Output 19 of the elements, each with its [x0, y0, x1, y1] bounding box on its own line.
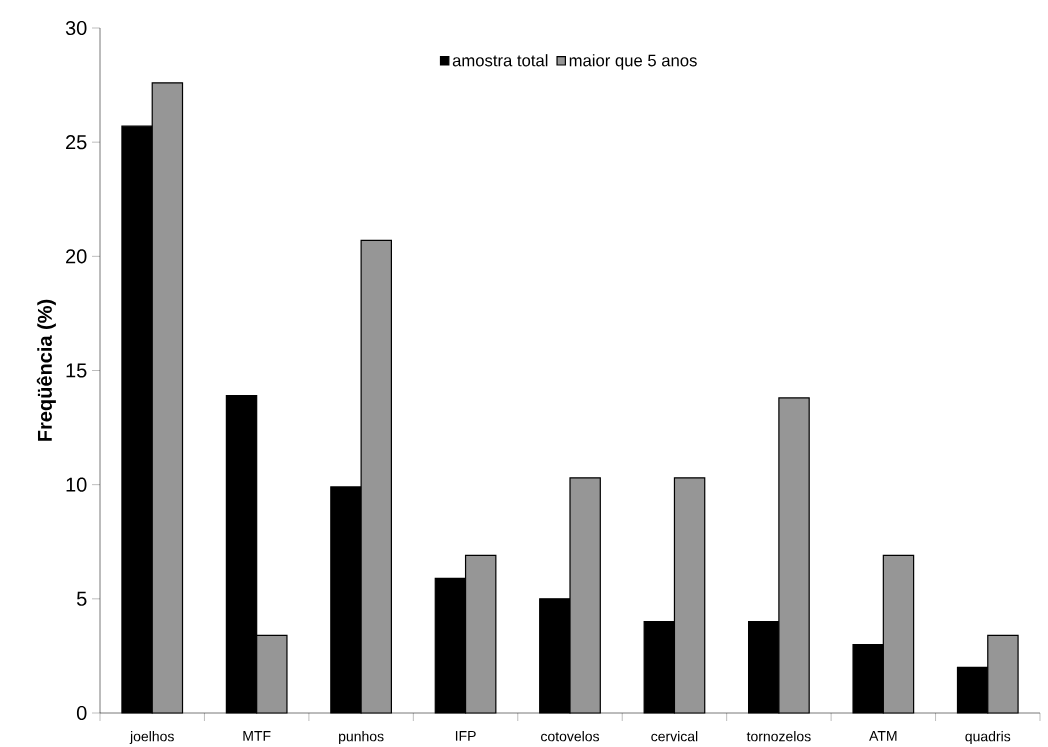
y-axis-title: Freqüência (%): [36, 299, 56, 441]
y-tick-label: 20: [66, 249, 87, 264]
x-tick-label: punhos: [339, 731, 384, 745]
x-tick-label: cotovelos: [541, 731, 600, 742]
x-tick-label: quadris: [965, 731, 1011, 745]
x-tick-label: cervical: [651, 731, 698, 742]
legend-label: maior que 5 anos: [569, 54, 697, 70]
legend-label: amostra total: [452, 54, 548, 67]
y-tick-label: 15: [66, 363, 87, 378]
y-tick-label: 25: [66, 135, 87, 150]
y-tick-label: 10: [66, 477, 87, 492]
x-tick-label: tornozelos: [746, 731, 811, 742]
y-tick-label: 30: [65, 20, 87, 36]
y-tick-label: 0: [76, 705, 87, 721]
y-tick-label: 5: [76, 591, 87, 606]
x-tick-label: ATM: [869, 731, 897, 741]
x-tick-label: joelhos: [129, 731, 174, 745]
x-tick-label: IFP: [455, 731, 476, 741]
x-tick-label: MTF: [243, 731, 271, 741]
